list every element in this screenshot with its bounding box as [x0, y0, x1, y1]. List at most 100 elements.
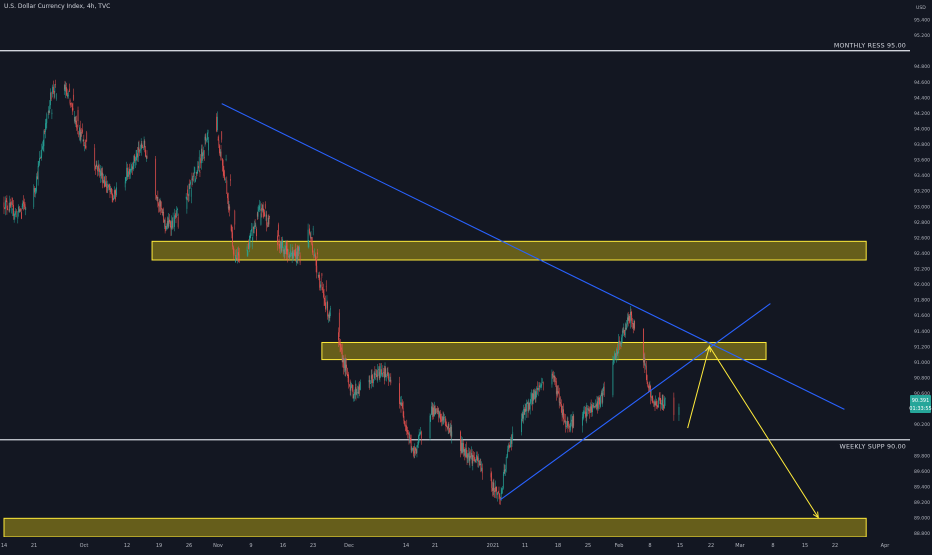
candle	[565, 414, 567, 433]
candle-body	[77, 110, 79, 122]
candle-body	[97, 166, 98, 172]
candle	[629, 314, 630, 324]
candle-body	[448, 424, 450, 429]
time-tick-label: 21	[31, 543, 37, 549]
candle-body	[359, 384, 360, 390]
candle	[387, 366, 389, 379]
candle-body	[561, 403, 562, 413]
candle-body	[330, 308, 331, 310]
candle-body	[521, 413, 523, 419]
time-tick-label: 19	[156, 543, 162, 549]
candle-body	[409, 437, 411, 439]
candle-body	[498, 493, 500, 495]
candle	[5, 198, 7, 203]
candle-body	[238, 254, 240, 263]
candle	[17, 211, 19, 224]
candle	[315, 256, 317, 273]
candle	[140, 138, 142, 156]
candle	[201, 144, 203, 161]
candle-body	[343, 358, 345, 368]
candle-body	[126, 167, 128, 178]
candle-body	[47, 111, 49, 113]
candle-body	[339, 343, 341, 346]
candle	[107, 180, 109, 193]
candle	[12, 208, 14, 217]
candle-body	[529, 401, 531, 410]
candle-body	[100, 170, 102, 176]
candle	[253, 226, 255, 234]
candle	[343, 355, 345, 375]
candle	[584, 407, 586, 418]
candle	[135, 157, 136, 169]
candle	[628, 314, 630, 321]
candle-body	[358, 384, 360, 394]
candle-body	[401, 402, 403, 406]
time-tick-label: 8	[648, 543, 651, 549]
candle-body	[177, 208, 178, 211]
level-label-1: MONTHLY RESS 95.00	[834, 43, 906, 50]
candle	[593, 402, 595, 410]
candle	[221, 131, 223, 143]
candle	[505, 464, 506, 476]
candle-body	[538, 385, 540, 390]
candle	[207, 129, 209, 140]
candle-body	[439, 411, 441, 417]
candle-body	[164, 219, 166, 227]
candle-body	[54, 84, 56, 93]
candle	[95, 160, 97, 170]
candle-body	[127, 167, 128, 177]
candle	[542, 378, 543, 383]
candle	[461, 439, 463, 455]
candle-body	[527, 402, 529, 411]
candle-body	[380, 369, 382, 373]
candle	[169, 213, 170, 224]
price-tick-label: 94.200	[914, 111, 930, 117]
candle-body	[572, 415, 574, 428]
candle	[587, 405, 588, 417]
candle-body	[479, 460, 480, 466]
candle-body	[382, 372, 384, 374]
candle	[159, 197, 161, 212]
candle-body	[645, 365, 647, 376]
candle	[229, 204, 231, 217]
candle	[283, 246, 284, 257]
candle	[467, 453, 469, 463]
candle	[74, 111, 75, 124]
candle	[446, 421, 448, 428]
candle	[529, 399, 531, 415]
candle-body	[190, 181, 191, 185]
candle	[320, 281, 321, 291]
candle	[504, 464, 506, 474]
candle-body	[419, 434, 421, 436]
candle-body	[283, 249, 285, 254]
candle	[297, 246, 299, 265]
candle-body	[23, 201, 24, 204]
candle	[528, 398, 530, 413]
candle	[191, 172, 193, 187]
candle	[177, 207, 178, 217]
candle	[478, 453, 479, 468]
candle-body	[503, 469, 505, 475]
candle-body	[418, 435, 420, 436]
candle-body	[338, 332, 339, 341]
candle-body	[248, 241, 250, 250]
candle-body	[555, 381, 556, 382]
candle-body	[71, 103, 73, 109]
candle-body	[535, 391, 537, 399]
candle-body	[41, 149, 43, 156]
candle	[311, 237, 313, 246]
candle-body	[38, 163, 40, 167]
candle	[66, 88, 68, 99]
candle-body	[406, 426, 408, 431]
candle-body	[449, 428, 450, 433]
candle	[589, 406, 591, 419]
candle-body	[415, 447, 416, 451]
price-tick-label: 93.200	[914, 189, 930, 195]
candle	[75, 115, 77, 128]
price-tick-label: 93.400	[914, 173, 930, 179]
candle	[403, 411, 405, 424]
candle-body	[20, 209, 22, 211]
candle-body	[7, 207, 8, 211]
